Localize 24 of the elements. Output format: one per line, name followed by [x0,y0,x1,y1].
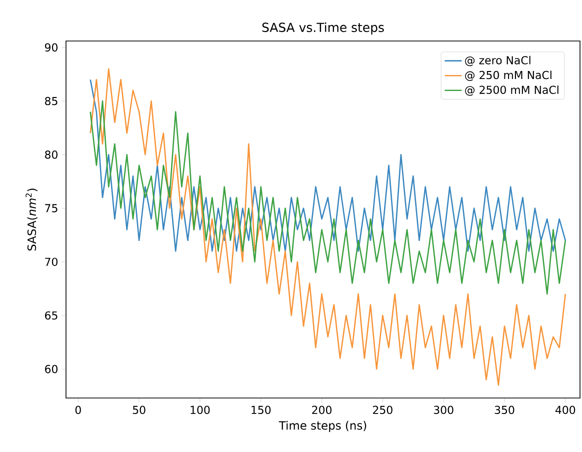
line-series [90,100,566,295]
y-axis-title: SASA(nm$^{2}$) [26,188,38,251]
y-tick-label: 60 [45,364,58,374]
y-tick-label: 80 [45,150,58,159]
x-tick-label: 0 [75,406,81,414]
y-tick-label: 75 [45,204,58,212]
x-tick-label: 250 [373,406,392,414]
x-tick-label: 50 [132,406,146,414]
legend-label: @ 2500 mM NaCl [465,85,558,96]
x-axis-title: Time steps (ns) [278,420,366,432]
y-tick-label: 85 [45,96,58,106]
x-tick-label: 100 [190,406,210,414]
x-tick-label: 300 [434,406,454,414]
legend-label: @ zero NaCl [465,56,530,66]
x-tick-label: 350 [494,406,514,414]
y-tick-label: 65 [45,311,58,320]
y-tick-label: 90 [44,43,58,52]
line-series [90,68,566,386]
x-tick-label: 200 [312,406,332,414]
x-tick-label: 150 [252,406,271,414]
legend-label: @ 250 mM NaCl [465,70,552,81]
x-tick-label: 400 [555,406,576,414]
y-tick-label: 70 [45,258,58,266]
chart-title: SASA vs.Time steps [262,22,384,34]
